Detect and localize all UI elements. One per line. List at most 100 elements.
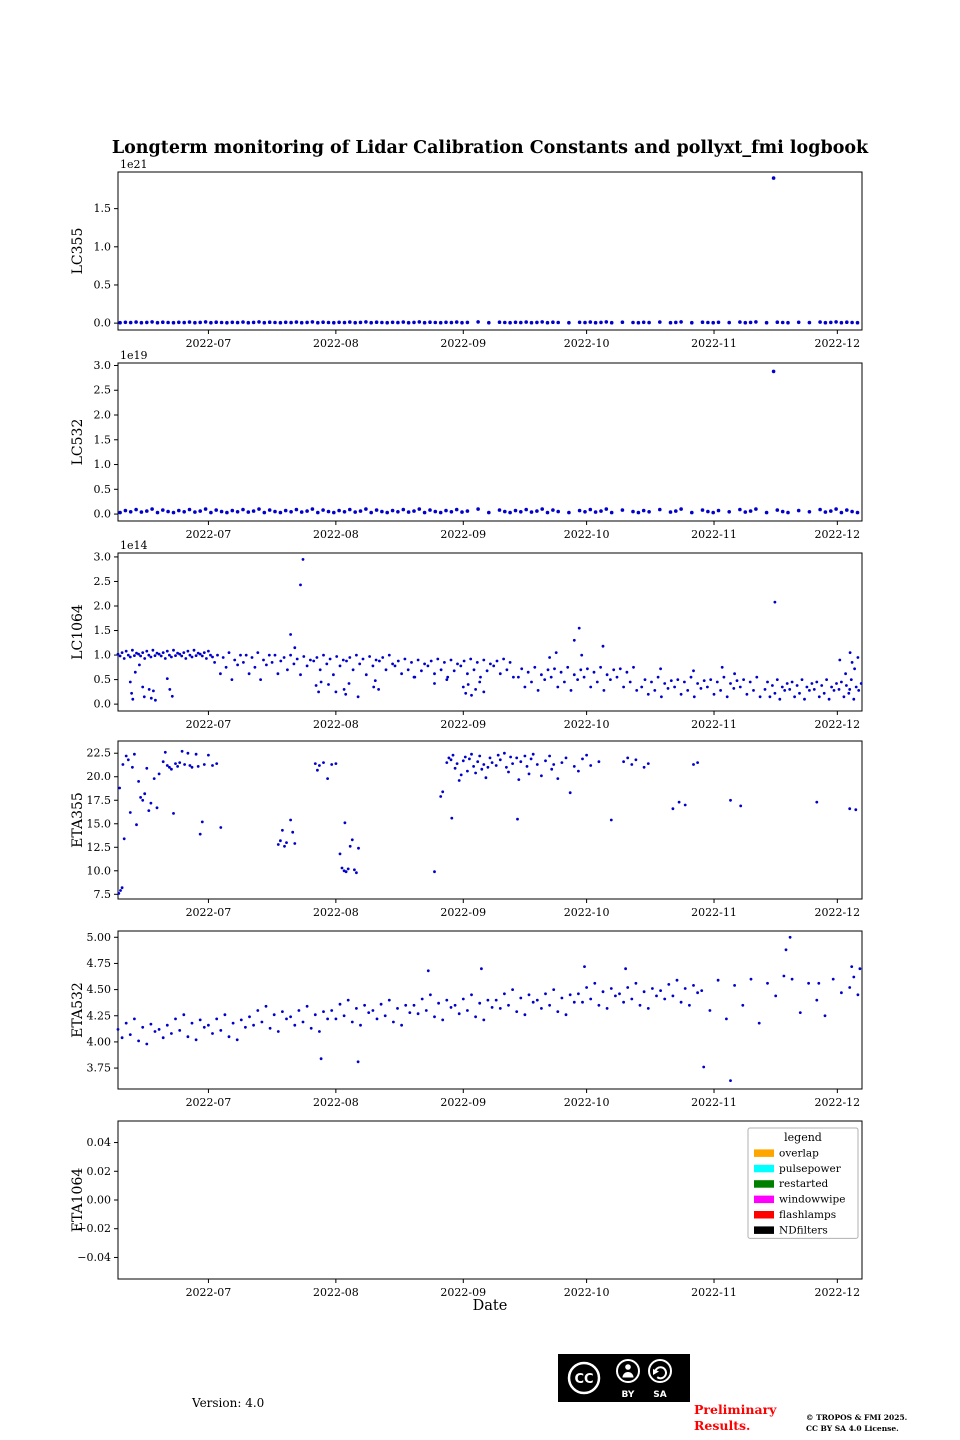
x-tick-label: 2022-07 [186, 1286, 232, 1299]
y-tick-label: −0.04 [77, 1251, 111, 1264]
y-tick-label: 2.0 [94, 409, 112, 422]
copyright-line1: © TROPOS & FMI 2025. [806, 1413, 908, 1422]
x-tick-label: 2022-07 [186, 528, 232, 541]
x-tick-label: 2022-09 [440, 718, 486, 731]
panel-lc1064: 0.0 0.5 1.0 1.5 2.0 2.5 3.0 2022-07 2022-08 2022-… [0, 539, 960, 735]
share-alike-arrowhead [653, 1369, 659, 1375]
panel-lc532: 0.0 0.5 1.0 1.5 2.0 2.5 3.0 2022-07 2022-08 2022-… [0, 349, 960, 545]
y-axis-label: ETA532 [70, 982, 86, 1038]
scatter-points [117, 749, 858, 895]
attribution-person-head [625, 1364, 631, 1370]
x-tick-label: 2022-11 [691, 1286, 737, 1299]
version-text: Version: 4.0 [192, 1396, 265, 1410]
y-tick-label: 2.0 [94, 599, 112, 612]
y-tick-label: 0.0 [94, 317, 112, 330]
axes-frame [117, 362, 863, 522]
x-tick-label: 2022-10 [564, 1096, 610, 1109]
x-tick-label: 2022-10 [564, 528, 610, 541]
legend-label-NDfilters: NDfilters [779, 1224, 828, 1236]
y-tick-label: 0.0 [94, 508, 112, 521]
scatter-points [118, 176, 860, 325]
x-tick-label: 2022-10 [564, 718, 610, 731]
legend-label-windowwipe: windowwipe [779, 1194, 845, 1206]
y-axis-label: LC1064 [70, 604, 86, 660]
y-tick-label: 17.5 [87, 794, 112, 807]
panel-eta355-plot: 7.5 10.0 12.5 15.0 17.5 20.0 22.5 2022-07 2022-0… [70, 740, 863, 919]
cc-logo-text: CC [574, 1372, 593, 1387]
panel-eta1064-plot: −0.04 −0.02 0.00 0.02 0.04 2022-07 2022-08 2022… [70, 1120, 863, 1299]
legend-box: legend overlap pulsepower restarted windowwi… [747, 1127, 859, 1239]
x-tick-label: 2022-09 [440, 1096, 486, 1109]
x-tick-label: 2022-10 [564, 1286, 610, 1299]
panel-eta532: 3.75 4.00 4.25 4.50 4.75 5.00 2022-07 2022-08 20… [0, 917, 960, 1113]
x-tick-label: 2022-08 [313, 906, 359, 919]
legend-swatch-restarted [754, 1180, 774, 1188]
y-tick-label: 0.02 [87, 1165, 112, 1178]
x-tick-label: 2022-10 [564, 337, 610, 350]
panel-lc355: 0.0 0.5 1.0 1.5 2022-07 2022-08 2022-09 2022-10… [0, 158, 960, 354]
x-tick-label: 2022-07 [186, 1096, 232, 1109]
chart-title: Longterm monitoring of Lidar Calibration… [111, 138, 869, 158]
x-tick-label: 2022-07 [186, 906, 232, 919]
panel-lc532-plot: 0.0 0.5 1.0 1.5 2.0 2.5 3.0 2022-07 2022-08 2022-… [70, 349, 863, 541]
y-tick-label: 4.50 [87, 983, 112, 996]
x-tick-label: 2022-11 [691, 528, 737, 541]
y-tick-label: 3.0 [94, 550, 112, 563]
legend-label-pulsepower: pulsepower [779, 1163, 842, 1175]
y-tick-label: 7.5 [94, 888, 112, 901]
y-tick-label: 3.75 [87, 1062, 112, 1075]
y-tick-label: 2.5 [94, 384, 112, 397]
x-tick-label: 2022-08 [313, 528, 359, 541]
scatter-points [118, 369, 860, 515]
x-tick-label: 2022-08 [313, 1286, 359, 1299]
legend-swatch-NDfilters [754, 1226, 774, 1234]
x-tick-label: 2022-09 [440, 528, 486, 541]
y-axis-label: ETA1064 [70, 1168, 86, 1233]
x-tick-label: 2022-09 [440, 1286, 486, 1299]
panel-eta532-plot: 3.75 4.00 4.25 4.50 4.75 5.00 2022-07 2022-08 20… [70, 930, 863, 1109]
y-offset-label: 1e21 [120, 158, 148, 171]
axes-frame [117, 171, 863, 331]
legend-label-flashlamps: flashlamps [779, 1209, 836, 1221]
preliminary-results-text: Preliminary Results. [694, 1402, 777, 1433]
cc-license-badge: CC BY SA [558, 1354, 690, 1402]
sa-label: SA [653, 1390, 666, 1400]
legend-title: legend [784, 1131, 822, 1144]
y-tick-label: 0.00 [87, 1194, 112, 1207]
x-tick-label: 2022-09 [440, 337, 486, 350]
y-tick-label: 1.5 [94, 202, 112, 215]
y-tick-label: 0.5 [94, 278, 112, 291]
y-tick-label: 10.0 [87, 864, 112, 877]
x-tick-label: 2022-12 [814, 1286, 860, 1299]
y-axis-label: LC532 [70, 419, 86, 466]
y-tick-label: 1.0 [94, 458, 112, 471]
x-tick-label: 2022-12 [814, 337, 860, 350]
x-tick-label: 2022-12 [814, 528, 860, 541]
copyright-text: © TROPOS & FMI 2025. CC BY SA 4.0 Licens… [806, 1412, 936, 1434]
x-tick-label: 2022-07 [186, 337, 232, 350]
x-tick-label: 2022-11 [691, 906, 737, 919]
x-tick-label: 2022-11 [691, 1096, 737, 1109]
y-tick-label: 4.00 [87, 1035, 112, 1048]
attribution-person-body [622, 1372, 634, 1378]
share-alike-icon [648, 1359, 672, 1383]
legend-swatch-overlap [754, 1149, 774, 1157]
x-tick-label: 2022-08 [313, 337, 359, 350]
x-tick-label: 2022-09 [440, 906, 486, 919]
x-tick-label: 2022-11 [691, 718, 737, 731]
legend-frame [747, 1127, 859, 1239]
panel-eta1064: −0.04 −0.02 0.00 0.02 0.04 2022-07 2022-08 2022… [0, 1107, 960, 1303]
x-tick-label: 2022-07 [186, 718, 232, 731]
scatter-points [116, 935, 862, 1082]
y-tick-label: 4.75 [87, 957, 112, 970]
by-label: BY [622, 1390, 635, 1400]
cc-badge-image: CC BY SA [558, 1354, 690, 1402]
y-axis-label: LC355 [70, 228, 86, 275]
y-tick-label: 0.0 [94, 698, 112, 711]
y-tick-label: 0.5 [94, 483, 112, 496]
legend-label-restarted: restarted [779, 1178, 829, 1190]
panel-lc355-plot: 0.0 0.5 1.0 1.5 2022-07 2022-08 2022-09 2022-10… [70, 158, 863, 350]
y-tick-label: 0.5 [94, 673, 112, 686]
legend-label-overlap: overlap [779, 1147, 819, 1159]
x-tick-label: 2022-12 [814, 718, 860, 731]
